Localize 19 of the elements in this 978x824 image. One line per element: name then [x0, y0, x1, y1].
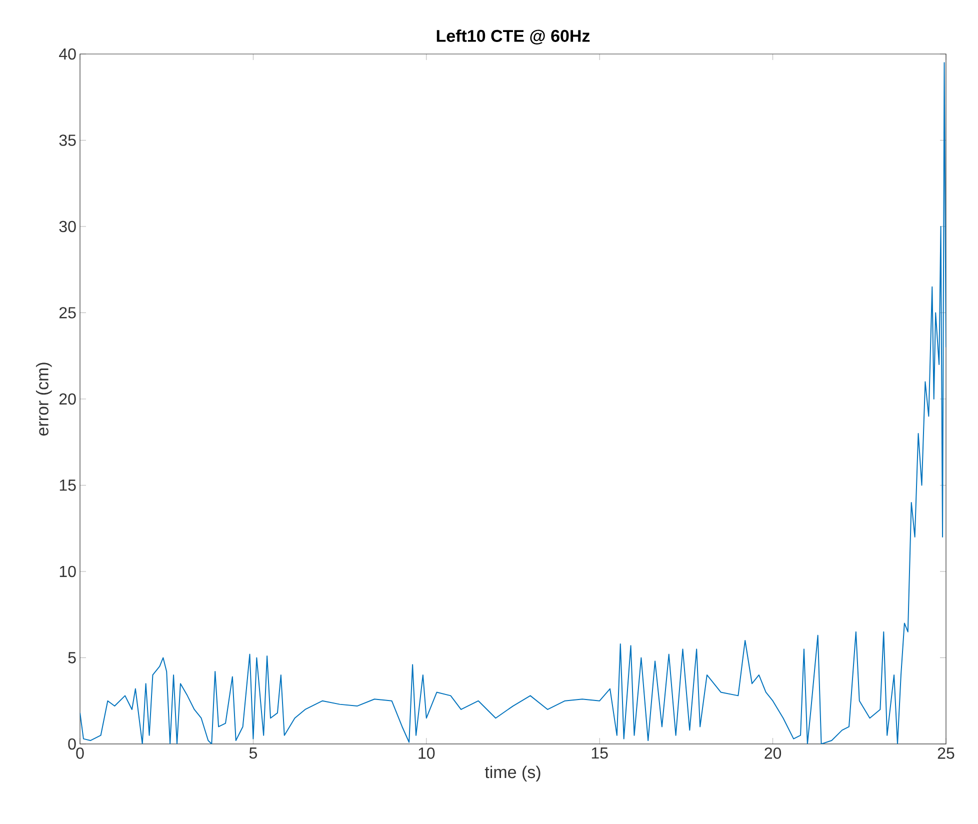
y-axis-title: error (cm): [36, 362, 52, 436]
y-tick-label: 40: [59, 48, 76, 60]
y-tick-label: 30: [59, 220, 76, 232]
y-tick-label: 25: [59, 307, 76, 318]
x-tick-label: 15: [592, 748, 608, 759]
line-series: [80, 62, 946, 744]
x-axis-title: time (s): [484, 766, 540, 782]
y-tick-label: 0: [68, 738, 76, 750]
y-tick-label: 20: [59, 393, 76, 405]
y-tick-label: 15: [60, 480, 76, 491]
y-tick-label: 35: [59, 134, 76, 146]
x-tick-label: 25: [938, 748, 954, 759]
chart-title: Left10 CTE @ 60Hz: [436, 29, 590, 44]
y-tick-label: 5: [68, 652, 76, 664]
x-tick-label: 10: [418, 748, 435, 759]
x-tick-label: 0: [76, 748, 84, 759]
x-tick-label: 5: [249, 748, 257, 759]
y-tick-label: 10: [60, 566, 76, 578]
x-tick-label: 20: [764, 748, 782, 759]
